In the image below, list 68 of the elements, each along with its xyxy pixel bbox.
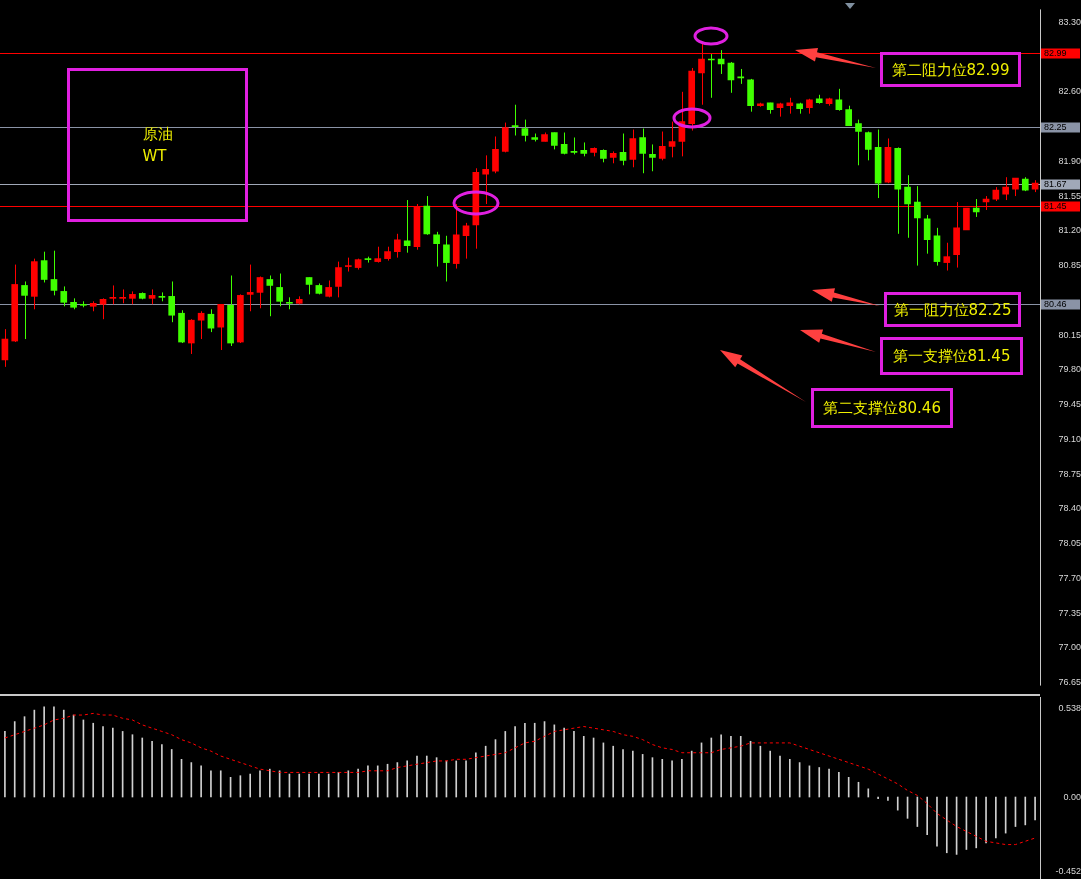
candlestick [482,154,489,205]
annotation: 第一支撑位81.45 [892,346,1011,367]
y-tick-label: 83.30 [1058,16,1081,27]
y-tick-label: 81.90 [1058,155,1081,166]
annotation: 原油 WT [142,124,173,167]
candlestick [168,280,176,323]
candlestick [109,284,117,305]
ref-line-label: 82.25 [1044,121,1067,132]
candlestick [266,275,274,317]
candlestick [1002,176,1009,201]
y-tick-label: 79.80 [1058,364,1081,375]
annotation: 第二支撑位80.46 [823,398,941,419]
candlestick [443,235,450,282]
candlestick [246,264,254,312]
candlestick [276,273,283,307]
y-tick-label: 80.85 [1058,260,1081,271]
candlestick [619,133,627,166]
candlestick [335,261,342,298]
candlestick [658,131,666,161]
candlestick [433,231,440,268]
candlestick [521,119,529,142]
candlestick [60,285,68,307]
candlestick [855,119,862,166]
y-tick-label: 79.10 [1058,433,1081,444]
candlestick [864,131,872,161]
y-tick-label: 76.65 [1058,677,1081,688]
y-tick-label: 82.60 [1058,86,1081,97]
y-tick-label: 77.70 [1058,572,1081,583]
candlestick [923,214,931,255]
y-tick-label: 78.05 [1058,538,1081,549]
candlestick [639,128,646,174]
candlestick [197,310,205,340]
y-tick-label: 79.45 [1058,399,1081,410]
candlestick [649,143,656,172]
y-tick-label: 78.75 [1058,468,1081,479]
y-tick-label: 81.20 [1058,225,1081,236]
candlestick [492,136,499,174]
candlestick [629,129,637,168]
y-tick-label: 81.55 [1058,190,1081,201]
annotation: 第二阻力位82.99 [891,59,1010,81]
candlestick [511,104,519,137]
candlestick [256,276,264,309]
candlestick [50,250,58,296]
ref-line-label: 81.45 [1044,200,1067,211]
annotation: 第一阻力位82.25 [893,299,1012,321]
candlestick [40,251,48,283]
y-tick-label: -0.452 [1055,865,1081,876]
y-tick-label: 77.35 [1058,607,1081,618]
y-tick-label: 0.00 [1063,791,1081,802]
candlestick [187,318,195,355]
candlestick [217,303,225,351]
candlestick [943,242,951,272]
candlestick [668,121,676,158]
candlestick [99,297,107,320]
y-tick-label: 0.538 [1058,703,1081,714]
ref-line-label: 81.67 [1044,178,1067,189]
candlestick [904,174,911,239]
y-tick-label: 80.15 [1058,329,1081,340]
ref-line-label: 82.99 [1044,47,1067,58]
candlestick [914,185,921,267]
y-tick-label: 77.00 [1058,642,1081,653]
ref-line-label: 80.46 [1044,298,1067,309]
candlestick [394,233,401,259]
candlestick [835,88,843,112]
y-tick-label: 78.40 [1058,503,1081,514]
candlestick [403,199,411,254]
candlestick [21,280,28,340]
candlestick [845,105,853,127]
